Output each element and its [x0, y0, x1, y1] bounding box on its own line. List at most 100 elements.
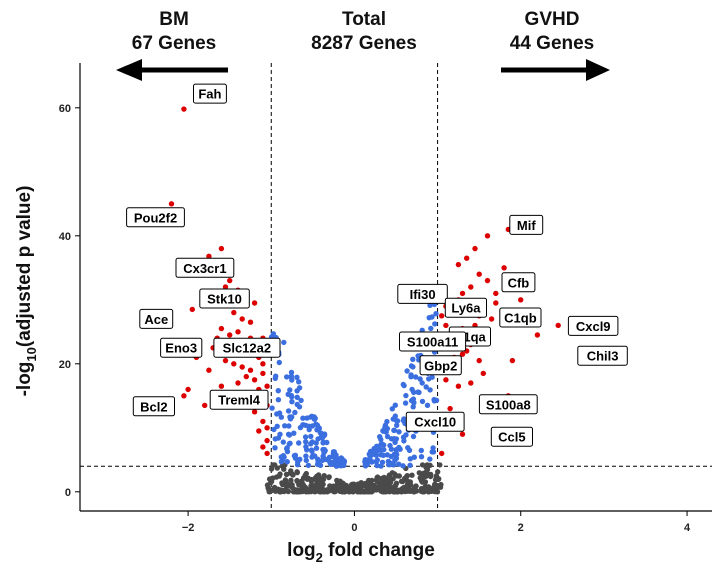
- ns-point: [330, 483, 336, 489]
- gene-label-box: [213, 337, 281, 358]
- ns-point: [381, 475, 387, 482]
- mid-point: [380, 428, 387, 434]
- gene-label-box: [160, 337, 203, 358]
- up-point: [472, 245, 478, 252]
- up-point: [488, 316, 495, 322]
- ns-point: [315, 483, 322, 489]
- labeled-gene-point: [189, 306, 195, 313]
- up-point: [439, 450, 445, 457]
- mid-point: [394, 418, 401, 424]
- down-point: [235, 380, 241, 386]
- gene-label-text: Chil3: [587, 349, 619, 364]
- mid-point: [273, 373, 279, 379]
- mid-point: [400, 381, 406, 388]
- up-point: [447, 405, 453, 412]
- ns-point: [311, 488, 318, 494]
- mid-point: [302, 434, 309, 440]
- mid-point: [289, 414, 295, 420]
- mid-point: [269, 405, 275, 411]
- ns-point: [374, 475, 380, 481]
- up-point: [455, 261, 462, 268]
- mid-point: [291, 430, 297, 436]
- mid-point: [427, 387, 433, 393]
- gene-label-box: [478, 394, 538, 415]
- gene-label-text: C1qb: [504, 311, 537, 326]
- direction-arrows: [116, 59, 610, 81]
- mid-point: [419, 380, 425, 386]
- mid-point: [285, 391, 291, 397]
- ns-point: [374, 479, 381, 485]
- ns-point: [294, 469, 300, 475]
- mid-point: [396, 429, 402, 435]
- mid-point: [294, 374, 300, 380]
- gene-label: Cx3cr1: [175, 257, 235, 278]
- mid-point: [303, 453, 309, 459]
- mid-point: [378, 436, 384, 443]
- gene-label: Ly6a: [444, 297, 487, 318]
- down-point: [231, 361, 237, 367]
- ns-point: [363, 483, 369, 489]
- mid-point: [278, 414, 284, 420]
- mid-point: [314, 461, 321, 468]
- gene-label: S100a11: [399, 331, 467, 352]
- mid-point: [285, 408, 292, 414]
- gene-label-text: Cx3cr1: [183, 261, 226, 276]
- mid-point: [402, 400, 409, 406]
- mid-point: [429, 314, 435, 320]
- gene-label-text: Ace: [144, 312, 168, 327]
- up-point: [476, 271, 482, 277]
- gene-label-box: [397, 283, 448, 304]
- gene-label-box: [175, 257, 235, 278]
- mid-point: [418, 454, 425, 460]
- mid-point: [392, 439, 398, 445]
- ns-point: [315, 479, 321, 485]
- ns-point: [407, 482, 414, 488]
- mid-point: [289, 399, 295, 405]
- ns-point: [281, 466, 287, 472]
- gene-label-box: [209, 389, 269, 410]
- down-point: [239, 364, 245, 370]
- header-total-title: Total: [342, 9, 386, 30]
- gene-label-box: [567, 315, 619, 336]
- gene-label-box: [399, 331, 467, 352]
- gene-label-box: [509, 214, 544, 235]
- mid-point: [388, 436, 395, 442]
- mid-point: [275, 388, 281, 394]
- mid-point: [303, 457, 309, 464]
- gene-label-text: Ly6a: [451, 301, 481, 316]
- mid-point: [409, 386, 415, 393]
- down-point: [227, 277, 233, 284]
- mid-point: [285, 431, 292, 437]
- ns-point: [274, 465, 280, 471]
- mid-point: [308, 433, 314, 440]
- y-tick-label: 20: [59, 359, 71, 371]
- gene-label-box: [126, 207, 185, 228]
- ns-point: [409, 472, 415, 478]
- ns-point: [289, 484, 296, 491]
- gene-label-text: Fah: [198, 87, 221, 102]
- down-point: [218, 383, 225, 389]
- y-tick-label: 40: [59, 231, 71, 243]
- down-point: [264, 437, 270, 444]
- ns-point: [321, 473, 327, 479]
- ns-point: [272, 486, 279, 492]
- down-point: [222, 357, 229, 364]
- gene-label-box: [499, 307, 542, 328]
- labeled-gene-point: [181, 106, 187, 112]
- mid-point: [286, 423, 292, 429]
- mid-point: [328, 461, 334, 467]
- down-point: [218, 325, 225, 332]
- y-tick-label: 0: [65, 487, 71, 499]
- ns-point: [298, 479, 304, 485]
- up-point: [443, 377, 449, 383]
- mid-point: [411, 454, 417, 460]
- gene-label: Gbp2: [419, 355, 462, 376]
- ns-point: [423, 464, 429, 470]
- gene-label-text: Mif: [517, 218, 536, 233]
- mid-point: [410, 396, 417, 402]
- up-point: [459, 431, 466, 437]
- ns-point: [360, 488, 366, 494]
- mid-point: [363, 457, 369, 463]
- header-bm-title: BM: [159, 9, 189, 30]
- mid-point: [407, 462, 413, 468]
